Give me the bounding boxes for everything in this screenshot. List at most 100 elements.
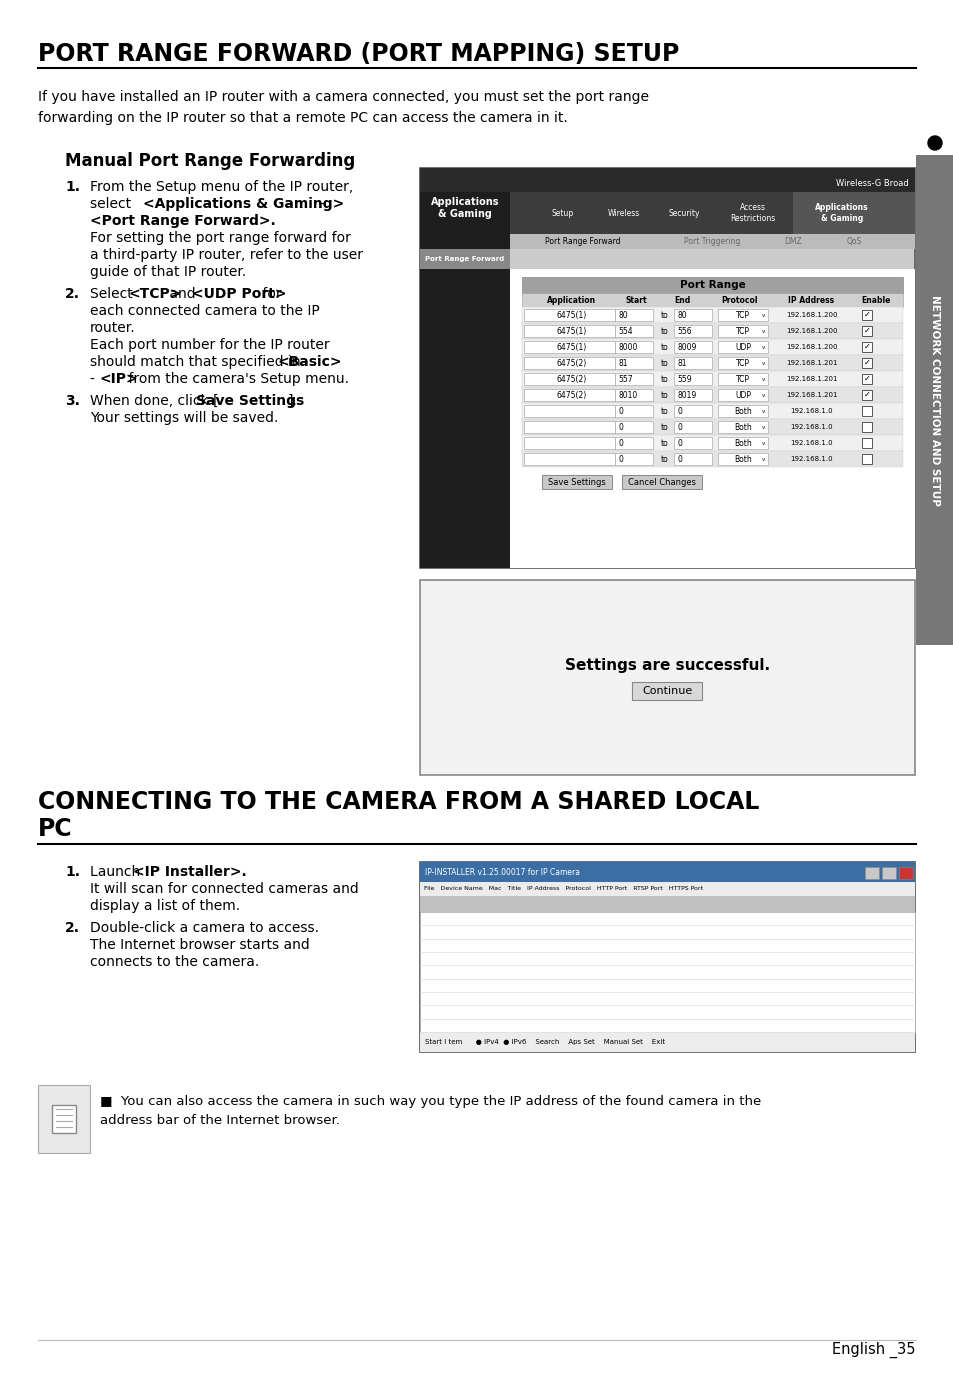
Bar bbox=[38, 1085, 90, 1153]
Text: Continue: Continue bbox=[641, 686, 692, 695]
Text: v: v bbox=[761, 361, 764, 365]
Text: Each port number for the IP router: Each port number for the IP router bbox=[90, 339, 330, 353]
Text: Start: Start bbox=[625, 296, 646, 304]
Text: 6475(2): 6475(2) bbox=[556, 358, 586, 368]
Text: <Port Range Forward>.: <Port Range Forward>. bbox=[90, 214, 275, 228]
Bar bbox=[718, 325, 767, 337]
Bar bbox=[861, 407, 871, 416]
Text: select: select bbox=[90, 197, 135, 211]
Text: UDP: UDP bbox=[734, 390, 750, 400]
Text: Port Range Forward: Port Range Forward bbox=[544, 237, 620, 246]
Bar bbox=[674, 437, 712, 448]
Text: 6475(2): 6475(2) bbox=[556, 375, 586, 383]
Bar bbox=[861, 341, 871, 353]
Text: 6475(1): 6475(1) bbox=[556, 311, 586, 319]
Text: CONNECTING TO THE CAMERA FROM A SHARED LOCAL
PC: CONNECTING TO THE CAMERA FROM A SHARED L… bbox=[38, 790, 759, 841]
Bar bbox=[674, 325, 712, 337]
Bar bbox=[523, 389, 615, 401]
Bar bbox=[674, 373, 712, 384]
Text: 559: 559 bbox=[677, 375, 691, 383]
Text: Both: Both bbox=[734, 407, 751, 415]
Text: to: to bbox=[660, 375, 668, 383]
Text: Security: Security bbox=[668, 208, 700, 218]
Text: TCP: TCP bbox=[735, 375, 749, 383]
Text: Port Range Forward: Port Range Forward bbox=[425, 255, 504, 262]
Bar bbox=[898, 868, 912, 879]
Bar bbox=[510, 192, 914, 235]
Text: Applications
& Gaming: Applications & Gaming bbox=[815, 203, 868, 223]
Text: 6475(1): 6475(1) bbox=[556, 326, 586, 336]
Text: Manual Port Range Forwarding: Manual Port Range Forwarding bbox=[65, 153, 355, 169]
Bar bbox=[521, 323, 902, 339]
Bar bbox=[861, 422, 871, 432]
Text: <IP Installer>.: <IP Installer>. bbox=[132, 865, 247, 879]
Text: connects to the camera.: connects to the camera. bbox=[90, 955, 259, 969]
Text: The Internet browser starts and: The Internet browser starts and bbox=[90, 938, 310, 952]
Text: ✓: ✓ bbox=[862, 310, 869, 318]
Text: If you have installed an IP router with a camera connected, you must set the por: If you have installed an IP router with … bbox=[38, 90, 648, 125]
Bar bbox=[621, 475, 701, 489]
Text: <IP>: <IP> bbox=[100, 372, 138, 386]
Text: 81: 81 bbox=[618, 358, 627, 368]
Bar bbox=[718, 421, 767, 433]
Bar bbox=[615, 357, 653, 369]
Text: 8000: 8000 bbox=[618, 343, 637, 351]
Text: v: v bbox=[761, 440, 764, 446]
Text: 554: 554 bbox=[618, 326, 632, 336]
Text: to: to bbox=[660, 358, 668, 368]
Text: 192.168.1.200: 192.168.1.200 bbox=[785, 344, 837, 350]
Text: 192.168.1.201: 192.168.1.201 bbox=[785, 391, 837, 398]
Text: ✓: ✓ bbox=[862, 373, 869, 383]
Bar bbox=[523, 310, 615, 321]
Bar bbox=[419, 168, 914, 568]
Text: <TCP>: <TCP> bbox=[128, 287, 181, 301]
Text: to: to bbox=[660, 422, 668, 432]
Bar bbox=[523, 421, 615, 433]
Text: 192.168.1.0: 192.168.1.0 bbox=[789, 457, 832, 462]
Text: v: v bbox=[761, 408, 764, 414]
Text: each connected camera to the IP: each connected camera to the IP bbox=[90, 304, 319, 318]
Text: NETWORK CONNECTION AND SETUP: NETWORK CONNECTION AND SETUP bbox=[929, 294, 939, 505]
Text: Setup: Setup bbox=[551, 208, 573, 218]
Bar bbox=[521, 403, 902, 419]
Bar bbox=[861, 358, 871, 368]
Bar bbox=[674, 357, 712, 369]
Text: 0: 0 bbox=[618, 422, 622, 432]
Text: English _35: English _35 bbox=[832, 1342, 915, 1357]
Bar bbox=[674, 310, 712, 321]
Bar bbox=[510, 235, 914, 248]
Bar bbox=[541, 475, 612, 489]
Text: File   Device Name   Mac   Title   IP Address   Protocol   HTTP Port   RTSP Port: File Device Name Mac Title IP Address Pr… bbox=[423, 887, 702, 891]
Text: Save Settings: Save Settings bbox=[195, 394, 304, 408]
Bar bbox=[718, 405, 767, 416]
Bar bbox=[523, 325, 615, 337]
Text: v: v bbox=[761, 425, 764, 429]
Bar bbox=[615, 325, 653, 337]
Bar bbox=[718, 389, 767, 401]
Bar bbox=[718, 310, 767, 321]
Text: v: v bbox=[761, 393, 764, 397]
Text: Save Settings: Save Settings bbox=[548, 477, 605, 487]
Bar bbox=[419, 881, 914, 897]
Text: to: to bbox=[660, 439, 668, 447]
Text: For setting the port range forward for: For setting the port range forward for bbox=[90, 230, 351, 246]
Text: v: v bbox=[761, 457, 764, 461]
Bar bbox=[861, 454, 871, 464]
Text: Both: Both bbox=[734, 454, 751, 464]
Text: QoS: QoS bbox=[845, 237, 861, 246]
Text: 0: 0 bbox=[677, 422, 681, 432]
Text: Wireless-G Broad: Wireless-G Broad bbox=[836, 179, 908, 187]
Text: Protocol: Protocol bbox=[720, 296, 757, 304]
Bar bbox=[419, 862, 914, 881]
Text: ■  You can also access the camera in such way you type the IP address of the fou: ■ You can also access the camera in such… bbox=[100, 1095, 760, 1127]
Text: From the Setup menu of the IP router,: From the Setup menu of the IP router, bbox=[90, 180, 353, 194]
Text: <Basic>: <Basic> bbox=[277, 355, 342, 369]
Text: 192.168.1.200: 192.168.1.200 bbox=[785, 328, 837, 335]
Text: 2.: 2. bbox=[65, 922, 80, 936]
Bar bbox=[674, 405, 712, 416]
Bar bbox=[521, 293, 902, 307]
Bar bbox=[861, 373, 871, 384]
Text: IP-INSTALLER v1.25.00017 for IP Camera: IP-INSTALLER v1.25.00017 for IP Camera bbox=[424, 868, 579, 876]
Text: DMZ: DMZ bbox=[783, 237, 801, 246]
Text: 556: 556 bbox=[677, 326, 691, 336]
